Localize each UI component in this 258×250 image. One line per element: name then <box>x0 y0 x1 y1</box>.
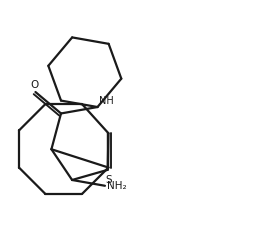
Text: S: S <box>106 175 112 185</box>
Text: O: O <box>30 80 38 90</box>
Text: NH₂: NH₂ <box>107 181 127 191</box>
Text: NH: NH <box>99 96 114 106</box>
